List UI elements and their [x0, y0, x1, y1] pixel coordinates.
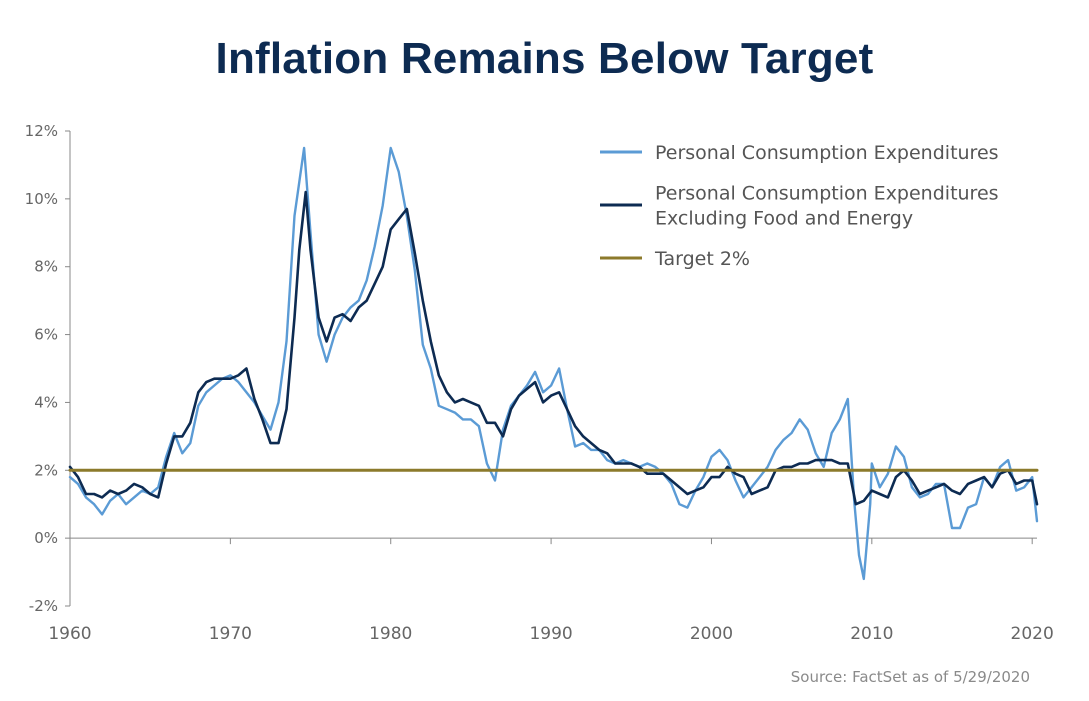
- legend-item-core: Personal Consumption Expenditures Excludi…: [600, 183, 999, 230]
- x-tick-label: 1990: [529, 624, 572, 644]
- plot-area: [68, 146, 1039, 581]
- y-tick-label: -2%: [29, 597, 58, 615]
- series-line-core: [68, 190, 1039, 506]
- y-tick-label: 8%: [34, 258, 58, 276]
- legend: Personal Consumption ExpendituresPersona…: [600, 142, 999, 270]
- x-tick-label: 2010: [850, 624, 893, 644]
- y-tick-label: 4%: [34, 393, 58, 411]
- y-tick-label: 10%: [25, 190, 58, 208]
- legend-item-target: Target 2%: [600, 248, 750, 270]
- y-tick-label: 12%: [25, 122, 58, 140]
- x-tick-label: 2020: [1011, 624, 1054, 644]
- chart-title: Inflation Remains Below Target: [215, 34, 874, 83]
- legend-label: Excluding Food and Energy: [655, 208, 913, 230]
- axes: -2% 0% 2% 4% 6% 8% 10% 12% 1960 1970 1980 1990 2000 2…: [25, 122, 1054, 644]
- x-tick-label: 2000: [690, 624, 733, 644]
- legend-label: Target 2%: [654, 248, 750, 270]
- y-tick-label: 2%: [34, 461, 58, 479]
- source-note: Source: FactSet as of 5/29/2020: [791, 668, 1030, 686]
- x-tick-label: 1970: [209, 624, 252, 644]
- x-tick-label: 1980: [369, 624, 412, 644]
- legend-label: Personal Consumption Expenditures: [655, 183, 999, 205]
- legend-item-pce: Personal Consumption Expenditures: [600, 142, 999, 164]
- y-tick-label: 6%: [34, 326, 58, 344]
- y-tick-label: 0%: [34, 529, 58, 547]
- x-tick-label: 1960: [48, 624, 91, 644]
- legend-label: Personal Consumption Expenditures: [655, 142, 999, 164]
